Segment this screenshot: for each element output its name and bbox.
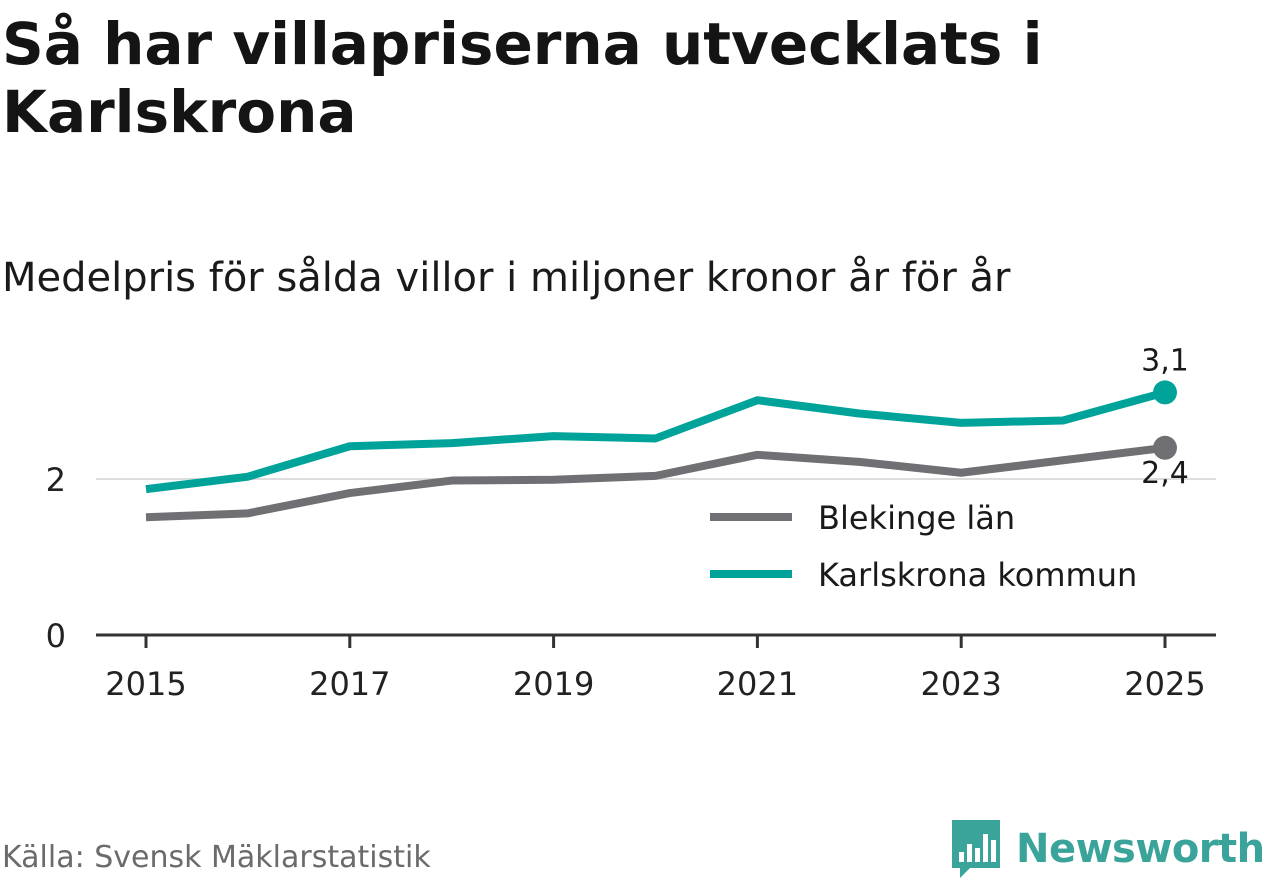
series-line-karlskrona — [145, 388, 1167, 494]
x-tick-label: 2019 — [513, 665, 594, 703]
x-tick-label: 2025 — [1124, 665, 1205, 703]
end-label-karlskrona: 3,1 — [1141, 343, 1189, 378]
y-tick-label: 2 — [46, 461, 66, 499]
chart-title: Så har villapriserna utvecklats i Karlsk… — [2, 10, 1043, 146]
chart-subtitle: Medelpris för sålda villor i miljoner kr… — [2, 255, 1011, 301]
x-tick-label: 2021 — [717, 665, 798, 703]
legend-label: Blekinge län — [818, 499, 1015, 537]
x-tick-label: 2023 — [920, 665, 1001, 703]
brand-name: Newsworthy — [1016, 826, 1262, 872]
x-tick-label: 2015 — [105, 665, 186, 703]
series-line-blekinge — [145, 443, 1166, 522]
legend-label: Karlskrona kommun — [818, 556, 1137, 594]
x-tick-label: 2017 — [309, 665, 390, 703]
bar-chart-speech-bubble-icon — [952, 820, 1000, 878]
brand-logo: Newsworthy — [950, 818, 1262, 880]
end-label-blekinge: 2,4 — [1141, 456, 1189, 491]
end-point-blekinge — [1153, 435, 1177, 460]
y-tick-label: 0 — [46, 617, 66, 655]
source-note: Källa: Svensk Mäklarstatistik — [2, 840, 431, 875]
end-point-karlskrona — [1153, 380, 1177, 405]
